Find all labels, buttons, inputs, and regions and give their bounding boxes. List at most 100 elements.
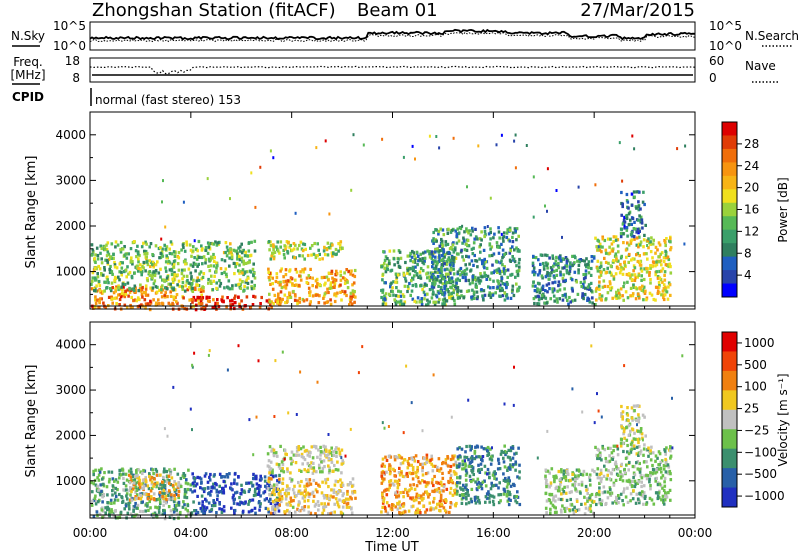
- scatter-cell: [240, 483, 243, 487]
- scatter-cell: [198, 295, 202, 300]
- scatter-cell: [464, 485, 467, 489]
- scatter-cell: [122, 476, 125, 481]
- scatter-cell: [452, 267, 455, 271]
- scatter-cell: [116, 498, 120, 502]
- scatter-cell: [169, 472, 172, 476]
- scatter-cell: [276, 454, 279, 458]
- scatter-cell: [626, 296, 630, 300]
- scatter-cell: [202, 289, 205, 293]
- scatter-cell: [381, 505, 384, 509]
- scatter-cell: [462, 296, 465, 300]
- scatter-cell: [271, 492, 274, 497]
- scatter-cell: [338, 243, 342, 247]
- scatter-cell: [103, 471, 106, 475]
- scatter-cell: [309, 465, 312, 469]
- scatter-cell: [106, 275, 109, 279]
- scatter-cell: [121, 499, 125, 503]
- scatter-cell: [160, 295, 164, 299]
- scatter-cell: [266, 507, 270, 511]
- scatter-cell: [623, 260, 626, 264]
- scatter-cell: [641, 226, 644, 230]
- scatter-cell: [115, 302, 118, 306]
- scatter-cell: [546, 253, 549, 258]
- scatter-cell: [562, 490, 566, 494]
- scatter-cell: [173, 278, 177, 282]
- scatter-cell: [475, 290, 479, 294]
- scatter-cell: [504, 479, 507, 483]
- scatter-cell: [107, 252, 111, 256]
- scatter-cell: [213, 486, 216, 490]
- scatter-cell: [112, 512, 115, 516]
- scatter-cell: [183, 475, 186, 479]
- scatter-cell: [101, 290, 105, 294]
- scatter-cell: [121, 261, 124, 265]
- scatter-cell: [254, 493, 257, 497]
- scatter-cell: [447, 256, 451, 260]
- scatter-cell: [635, 452, 639, 456]
- scatter-cell: [106, 505, 109, 509]
- scatter-cell: [550, 492, 554, 497]
- scatter-cell: [204, 246, 208, 250]
- scatter-cell: [479, 482, 482, 486]
- scatter-cell: [409, 483, 412, 487]
- scatter-cell: [620, 404, 623, 409]
- scatter-cell: [199, 477, 203, 481]
- scatter-cell: [232, 248, 236, 252]
- scatter-cell: [91, 490, 94, 494]
- scatter-cell: [620, 190, 623, 195]
- scatter-cell: [312, 478, 316, 483]
- scatter-cell: [475, 455, 478, 459]
- scatter-cell: [301, 462, 304, 466]
- scatter-cell: [112, 252, 115, 256]
- scatter-cell: [596, 248, 600, 252]
- scatter-cell: [507, 497, 511, 501]
- scatter-cell: [602, 268, 606, 272]
- scatter-cell: [297, 283, 301, 287]
- scatter-cell: [501, 282, 505, 286]
- scatter-cell: [341, 459, 344, 463]
- scatter-cell: [136, 503, 140, 507]
- scatter-cell: [290, 450, 294, 454]
- scatter-cell: [406, 254, 410, 258]
- scatter-cell: [245, 481, 248, 485]
- scatter-cell: [414, 284, 418, 288]
- scatter-cell-sparse: [324, 139, 327, 143]
- scatter-cell: [130, 274, 134, 278]
- scatter-cell: [437, 457, 441, 461]
- scatter-cell: [210, 281, 213, 285]
- scatter-cell: [154, 269, 158, 273]
- scatter-cell: [221, 295, 224, 299]
- scatter-cell: [472, 472, 475, 477]
- scatter-cell: [148, 474, 151, 479]
- scatter-cell: [592, 511, 595, 515]
- scatter-cell-sparse: [164, 225, 167, 229]
- scatter-cell: [607, 261, 610, 265]
- scatter-cell: [396, 261, 400, 265]
- scatter-cell: [322, 294, 326, 298]
- scatter-cell: [398, 511, 401, 515]
- scatter-cell: [201, 262, 204, 266]
- scatter-cell: [545, 499, 549, 503]
- scatter-cell: [576, 292, 580, 296]
- scatter-cell: [273, 454, 276, 458]
- scatter-cell: [258, 305, 262, 309]
- scatter-cell: [161, 301, 164, 305]
- scatter-cell: [389, 269, 392, 273]
- scatter-cell: [553, 299, 556, 303]
- scatter-cell: [218, 284, 222, 288]
- scatter-cell: [432, 300, 435, 304]
- scatter-cell: [175, 504, 178, 508]
- scatter-cell: [634, 227, 637, 231]
- scatter-cell: [266, 464, 270, 468]
- scatter-cell: [500, 286, 504, 291]
- noise-tick-left-top: 10^5: [53, 19, 86, 33]
- scatter-cell: [583, 280, 586, 284]
- scatter-cell: [331, 285, 335, 289]
- scatter-cell: [608, 492, 612, 496]
- scatter-cell: [449, 501, 453, 505]
- scatter-cell: [197, 288, 201, 292]
- scatter-cell: [598, 287, 601, 291]
- scatter-cell: [333, 283, 336, 288]
- scatter-cell: [515, 264, 518, 268]
- scatter-cell: [638, 214, 641, 218]
